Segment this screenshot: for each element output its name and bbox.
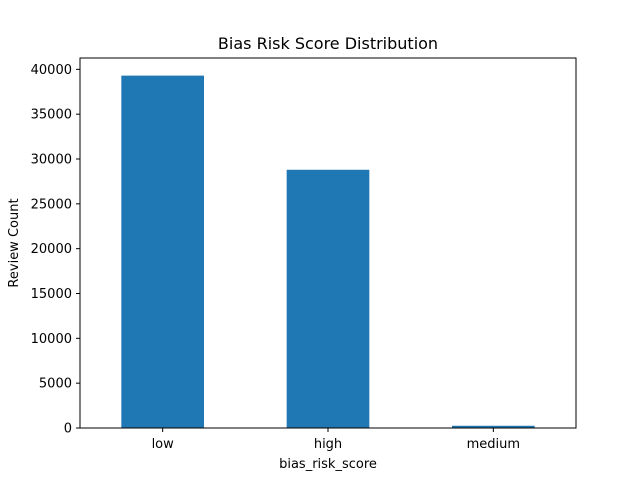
y-tick-label: 35000 <box>31 108 72 123</box>
bar-low <box>121 75 204 428</box>
y-tick-label: 15000 <box>31 287 72 302</box>
y-axis: 0 5000 10000 15000 20000 25000 30000 35000 40000 <box>31 63 80 437</box>
y-tick-label: 25000 <box>31 197 72 212</box>
x-axis: low high medium <box>152 428 520 452</box>
x-tick-label: high <box>314 437 342 452</box>
y-tick-label: 40000 <box>31 63 72 78</box>
chart-title: Bias Risk Score Distribution <box>218 34 438 53</box>
y-axis-label: Review Count <box>7 198 22 287</box>
y-tick-label: 30000 <box>31 153 72 168</box>
x-axis-label: bias_risk_score <box>279 457 377 472</box>
y-tick-label: 20000 <box>31 242 72 257</box>
bar-medium <box>452 425 535 428</box>
bar-high <box>286 169 370 428</box>
y-tick-label: 5000 <box>39 377 72 392</box>
y-tick-label: 0 <box>64 422 72 437</box>
bars-layer <box>121 75 535 428</box>
y-tick-label: 10000 <box>31 332 72 347</box>
x-tick-label: medium <box>467 437 520 452</box>
x-tick-label: low <box>152 437 175 452</box>
